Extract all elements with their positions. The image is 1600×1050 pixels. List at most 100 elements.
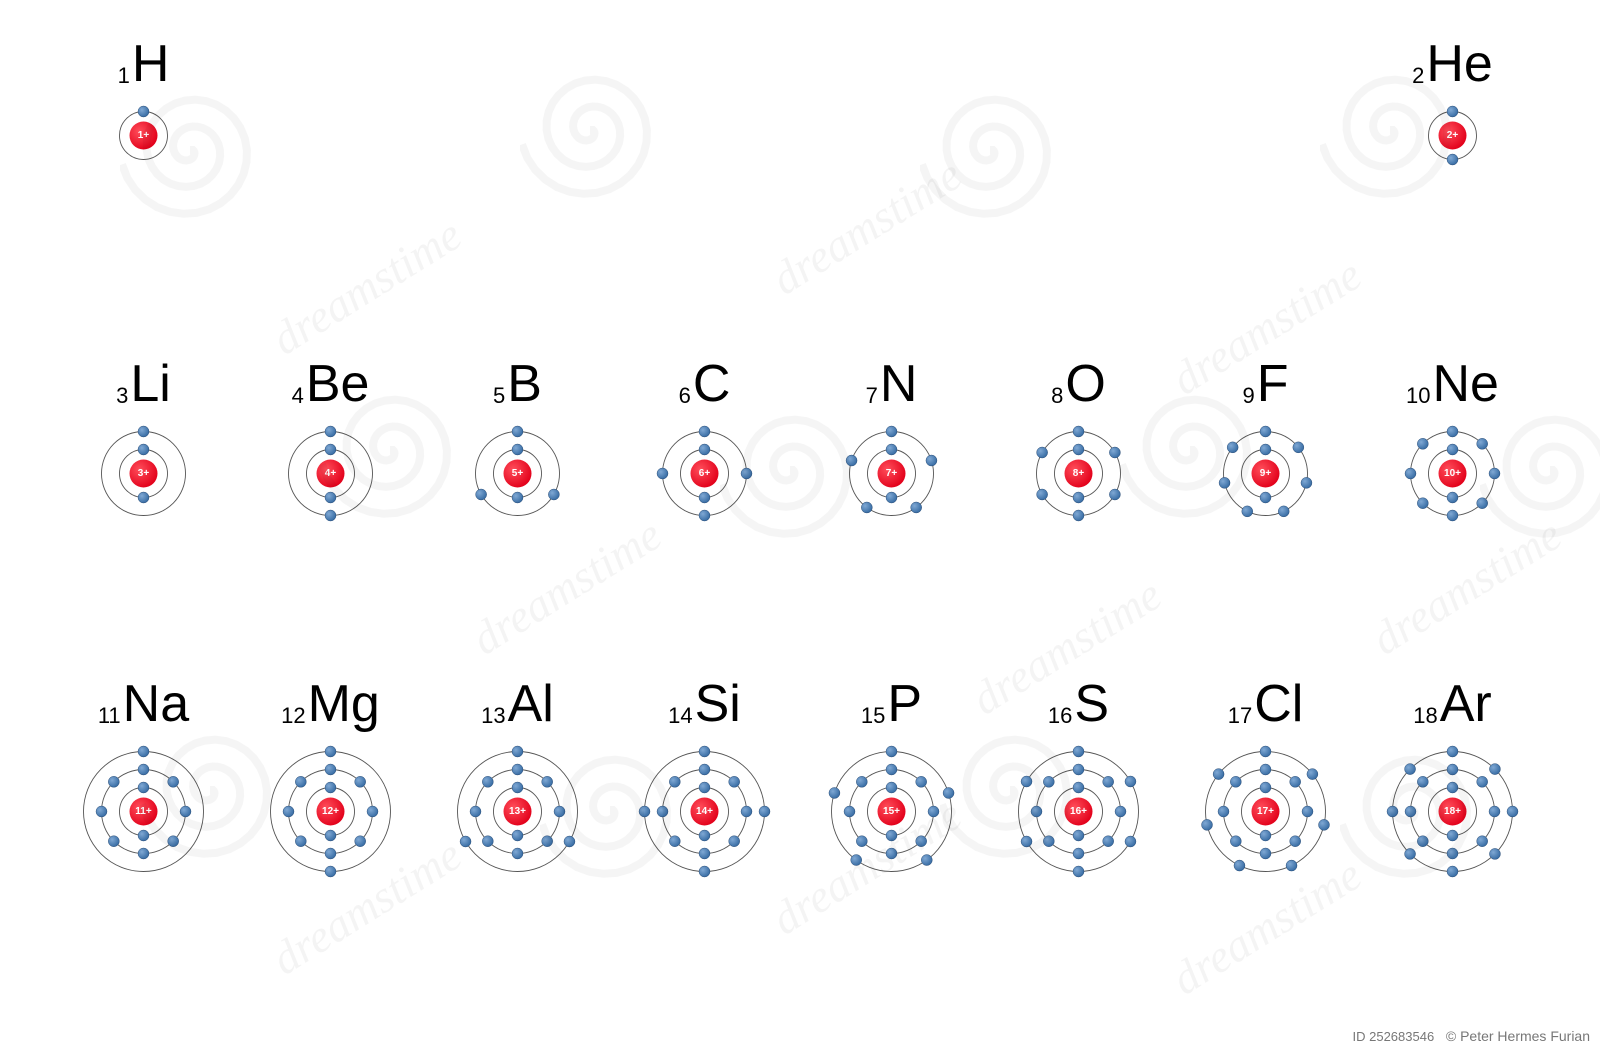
electron [108,776,119,787]
electron [1447,830,1458,841]
electron [856,836,867,847]
electron [943,787,954,798]
electron [699,830,710,841]
electron [1115,806,1126,817]
electron [1477,438,1488,449]
electron [1043,776,1054,787]
electron [138,492,149,503]
electron [1260,492,1271,503]
atom-diagram: 7+ [840,422,943,525]
nucleus-charge-label: 4+ [325,468,337,479]
element-label: 12Mg [281,670,380,730]
electron [1477,498,1488,509]
element-cell-he: 2He 2+ [1359,30,1546,169]
electron [1260,830,1271,841]
electron [1073,426,1084,437]
electron [96,806,107,817]
attribution: ID 252683546 © Peter Hermes Furian [1353,1028,1591,1044]
nucleus-charge-label: 1+ [138,130,150,141]
electron [138,782,149,793]
electron [168,836,179,847]
atomic-number: 13 [481,705,505,727]
electron [138,444,149,455]
electron [512,746,523,757]
atomic-number: 5 [493,385,505,407]
atom-diagram: 9+ [1214,422,1317,525]
electron [1037,447,1048,458]
electron [1103,836,1114,847]
bohr-model: 9+ [1214,422,1317,525]
electron [699,764,710,775]
electron [829,787,840,798]
electron [1073,510,1084,521]
electron [1073,782,1084,793]
nucleus-charge-label: 18+ [1444,806,1461,817]
electron [1073,764,1084,775]
electron [548,489,559,500]
atom-diagram: 16+ [1009,742,1148,881]
electron [1125,836,1136,847]
electron [1447,426,1458,437]
element-cell-c: 6C 6+ [611,350,798,525]
electron [138,746,149,757]
electron [1447,782,1458,793]
electron [851,855,862,866]
electron [1213,769,1224,780]
bohr-model: 6+ [653,422,756,525]
electron [1260,764,1271,775]
electron [1260,848,1271,859]
element-label: 1H [118,30,170,90]
atomic-number: 2 [1412,65,1424,87]
electron [1290,836,1301,847]
electron [542,776,553,787]
electron [1417,498,1428,509]
electron [1073,830,1084,841]
electron [367,806,378,817]
element-cell-p: 15P15+ [798,670,985,881]
element-label: 2He [1412,30,1493,90]
electron [1278,506,1289,517]
nucleus-charge-label: 2+ [1447,130,1459,141]
electron [1477,776,1488,787]
electron [1307,769,1318,780]
nucleus-charge-label: 9+ [1260,468,1272,479]
electron [1234,860,1245,871]
nucleus-charge-label: 11+ [135,806,152,817]
electron [1447,492,1458,503]
electron [325,866,336,877]
electron [512,848,523,859]
electron [699,782,710,793]
atom-diagram: 4+ [279,422,382,525]
bohr-model: 16+ [1009,742,1148,881]
electron [512,782,523,793]
electron [741,806,752,817]
element-symbol: C [693,358,731,410]
element-label: 6C [679,350,731,410]
electron [355,836,366,847]
element-cell-b: 5B5+ [424,350,611,525]
electron [138,830,149,841]
element-label: 15P [861,670,922,730]
electron [861,502,872,513]
electron [699,746,710,757]
electron [460,836,471,847]
electron [355,776,366,787]
electron [1109,447,1120,458]
electron [1489,806,1500,817]
electron [1286,860,1297,871]
electron [916,836,927,847]
element-cell-ne: 10Ne10+ [1359,350,1546,525]
element-symbol: O [1065,358,1105,410]
electron [476,489,487,500]
electron [1242,506,1253,517]
element-symbol: N [880,358,918,410]
electron [512,764,523,775]
electron [138,764,149,775]
element-cell-o: 8O8+ [985,350,1172,525]
electron [844,806,855,817]
electron [1405,764,1416,775]
electron [325,492,336,503]
bohr-model: 15+ [822,742,961,881]
electron [295,776,306,787]
electron [1417,776,1428,787]
